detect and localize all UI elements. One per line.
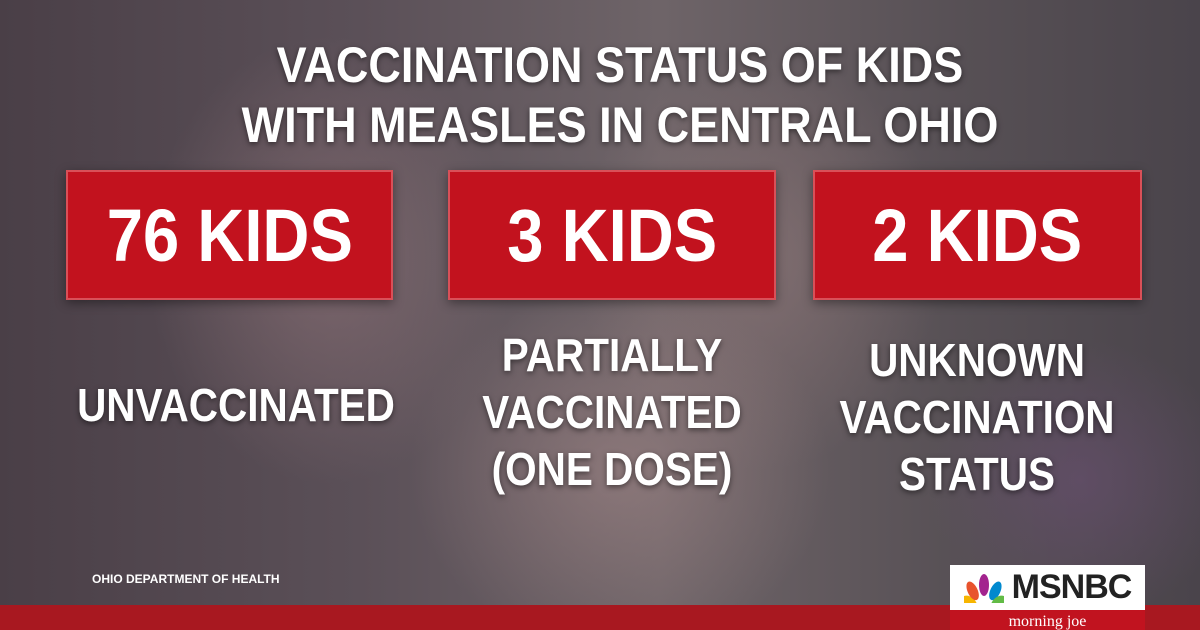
stat-label: PARTIALLY VACCINATED (ONE DOSE) [412, 327, 812, 498]
stat-count: 3 KIDS [507, 193, 717, 277]
network-logo: MSNBC [950, 565, 1145, 610]
label-line: VACCINATED [482, 386, 742, 438]
title-line: WITH MEASLES IN CENTRAL OHIO [241, 97, 999, 153]
peacock-icon [963, 573, 1004, 603]
label-line: VACCINATION [839, 391, 1115, 443]
label-line: PARTIALLY [501, 329, 723, 381]
stat-count: 2 KIDS [872, 193, 1083, 277]
stat-box: 76 KIDS [66, 170, 393, 300]
stat-box: 2 KIDS [813, 170, 1142, 300]
label-line: UNVACCINATED [77, 379, 395, 431]
label-line: (ONE DOSE) [491, 443, 733, 495]
network-name: MSNBC [1011, 568, 1133, 606]
label-line: UNKNOWN [869, 334, 1085, 386]
title-line: VACCINATION STATUS OF KIDS [276, 37, 964, 93]
stat-label: UNVACCINATED [36, 377, 436, 434]
label-line: STATUS [899, 448, 1055, 500]
stat-count: 76 KIDS [106, 193, 353, 277]
stat-label: UNKNOWN VACCINATION STATUS [777, 332, 1177, 503]
show-name: morning joe [950, 610, 1145, 630]
source: OHIO DEPARTMENT OF HEALTH [92, 572, 280, 586]
stat-box: 3 KIDS [448, 170, 776, 300]
